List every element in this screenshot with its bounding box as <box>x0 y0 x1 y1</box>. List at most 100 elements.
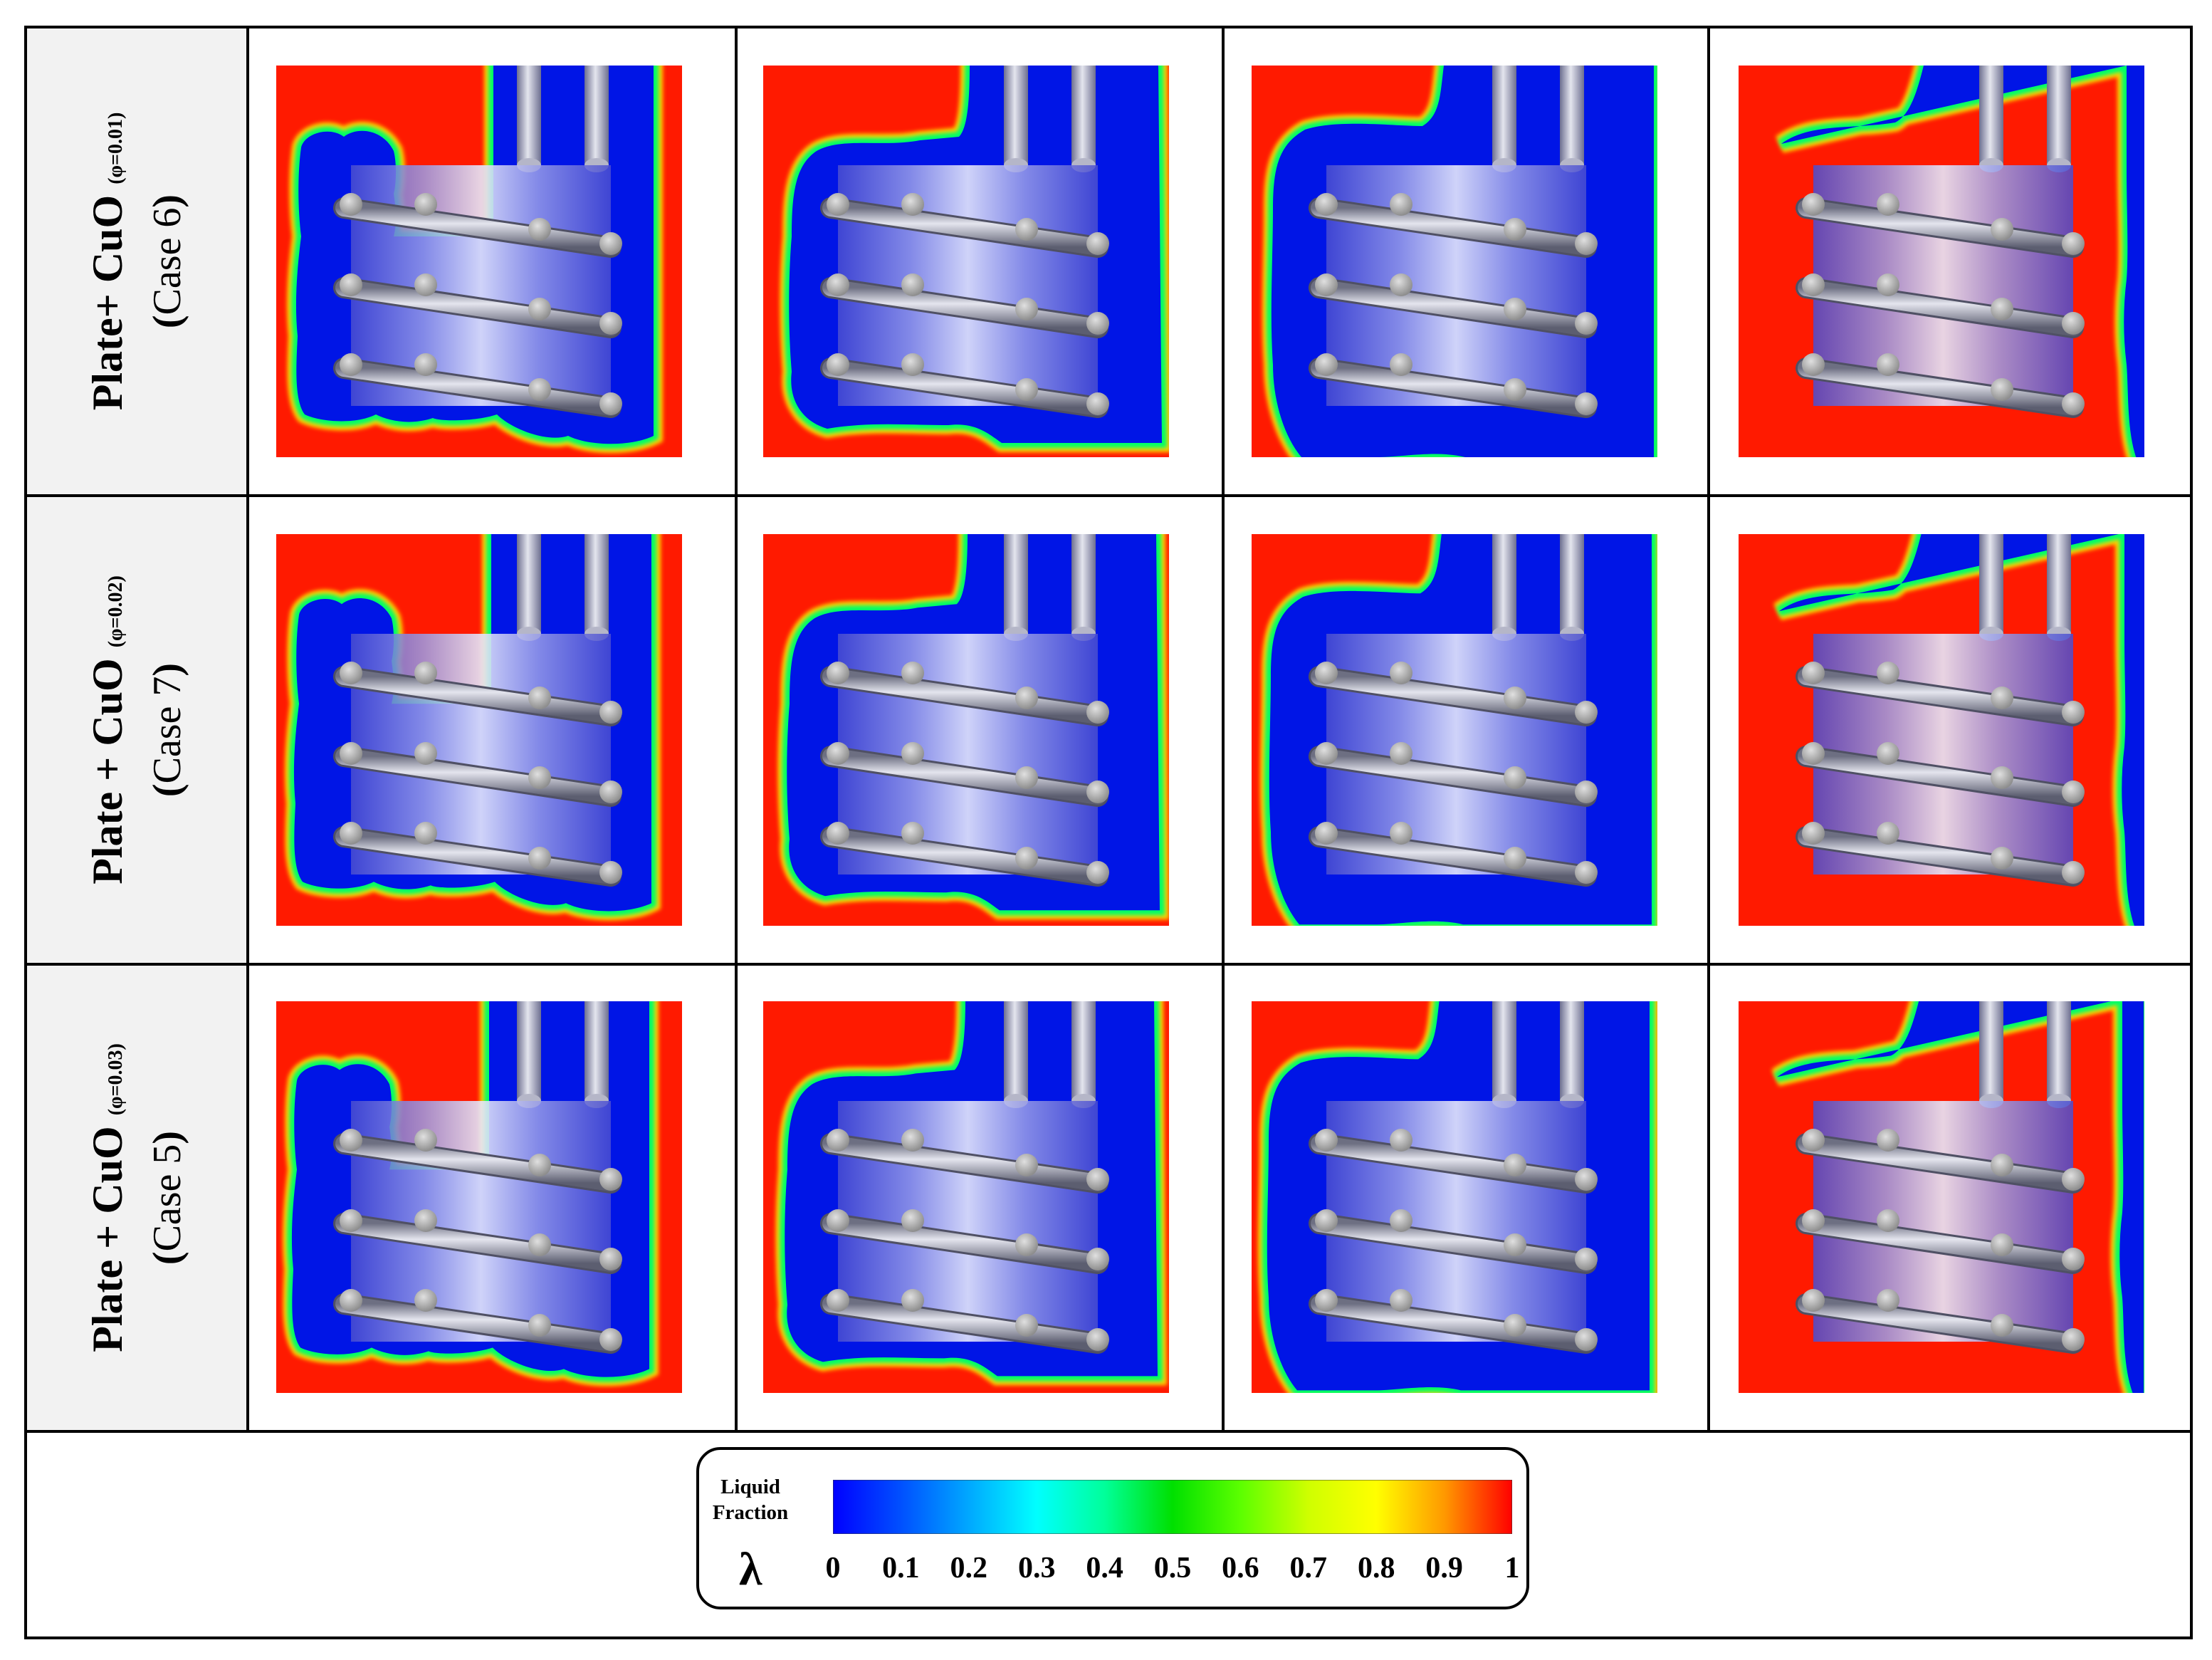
coil-tube <box>335 668 619 724</box>
rod-dot <box>1086 781 1109 803</box>
rod-dot <box>1575 232 1598 255</box>
rod-dot <box>1877 273 1899 296</box>
coil-tube <box>1311 199 1595 256</box>
rod-dot <box>340 662 362 684</box>
rod-dot <box>414 1289 437 1312</box>
rod-dot <box>1504 687 1526 709</box>
rod-dot <box>1390 662 1412 684</box>
row-label-main-2: Plate + CuO <box>84 658 131 884</box>
rod-dot <box>340 1209 362 1232</box>
rod-dot <box>1504 1154 1526 1176</box>
rod-dot <box>340 1129 362 1152</box>
row-label-cell-1: Plate+ CuO (φ=0.01) (Case 6) <box>27 28 246 494</box>
inlet-pipe <box>517 66 541 165</box>
outlet-pipe <box>1560 534 1584 634</box>
rod-dot <box>1802 273 1825 296</box>
rod-dot <box>414 193 437 216</box>
rod-dot <box>901 662 924 684</box>
rod-dot <box>340 822 362 845</box>
rod-dot <box>1504 847 1526 870</box>
rod-dot <box>1390 273 1412 296</box>
rod-dot <box>1504 1314 1526 1337</box>
rod-dot <box>599 1248 622 1270</box>
rod-dot <box>1086 232 1109 255</box>
colorbar-tick-4: 0.4 <box>1086 1552 1123 1585</box>
rod-dot <box>1802 353 1825 376</box>
colorbar-tick-2: 0.2 <box>950 1552 988 1585</box>
rod-dot <box>599 1168 622 1191</box>
rod-dot <box>827 193 849 216</box>
coil-tube <box>335 1135 619 1191</box>
inlet-pipe <box>517 1001 541 1101</box>
row-label-case-1: Case 6 <box>145 207 189 315</box>
contour-panel-r2-c1 <box>276 534 682 926</box>
rod-dot <box>1504 298 1526 320</box>
rod-dot <box>901 193 924 216</box>
rod-dot <box>1315 742 1338 765</box>
colorbar-tick-1: 0.1 <box>882 1552 920 1585</box>
row-label-case-2: Case 7 <box>145 676 189 784</box>
coil-tube <box>1311 668 1595 724</box>
row-case-open-3: ( <box>145 1251 189 1265</box>
rod-dot <box>1086 1168 1109 1191</box>
rod-dot <box>599 232 622 255</box>
inlet-pipe <box>517 534 541 634</box>
colorbar-tick-0: 0 <box>825 1552 841 1585</box>
rod-dot <box>1991 218 2013 241</box>
colorbar-tick-5: 0.5 <box>1153 1552 1192 1585</box>
coil-tube <box>1798 360 2082 416</box>
rod-dot <box>528 847 551 870</box>
rod-dot <box>1390 742 1412 765</box>
rod-dot <box>1877 1289 1899 1312</box>
rod-dot <box>1015 218 1038 241</box>
rod-dot <box>340 1289 362 1312</box>
inlet-pipe <box>1492 66 1516 165</box>
rod-dot <box>1315 353 1338 376</box>
rod-dot <box>1877 1209 1899 1232</box>
coil-tube <box>335 279 619 336</box>
rod-dot <box>827 273 849 296</box>
coil-tube <box>1798 668 2082 724</box>
rod-dot <box>599 392 622 415</box>
row-case-open-2: ( <box>145 783 189 798</box>
rod-dot <box>1991 766 2013 789</box>
contour-panel-r2-c4 <box>1739 534 2144 926</box>
rod-dot <box>1504 1233 1526 1256</box>
rod-dot <box>1315 662 1338 684</box>
coil-tube <box>1798 279 2082 336</box>
rod-dot <box>1575 1328 1598 1351</box>
rod-dot <box>1315 1209 1338 1232</box>
rod-dot <box>827 1289 849 1312</box>
rod-dot <box>1390 1209 1412 1232</box>
colorbar <box>833 1480 1512 1534</box>
coil-tube <box>822 1295 1106 1352</box>
rod-dot <box>1575 781 1598 803</box>
rod-dot <box>528 1233 551 1256</box>
legend-title: Liquid Fraction <box>708 1474 793 1525</box>
outlet-pipe <box>1560 1001 1584 1101</box>
rod-dot <box>1575 392 1598 415</box>
outlet-pipe <box>585 1001 609 1101</box>
rod-dot <box>528 1314 551 1337</box>
row-label-cell-2: Plate + CuO (φ=0.02) (Case 7) <box>27 497 246 963</box>
rod-dot <box>1575 1248 1598 1270</box>
coil-tube <box>335 199 619 256</box>
row-label-main-1: Plate+ CuO <box>84 194 131 411</box>
rod-dot <box>414 662 437 684</box>
rod-dot <box>901 1209 924 1232</box>
rod-dot <box>414 1129 437 1152</box>
rod-dot <box>2062 861 2085 884</box>
rod-dot <box>1991 1233 2013 1256</box>
rod-dot <box>2062 392 2085 415</box>
legend-lambda-symbol: λ <box>739 1543 762 1595</box>
colorbar-tick-10: 1 <box>1504 1552 1520 1585</box>
rod-dot <box>1802 662 1825 684</box>
rod-dot <box>901 822 924 845</box>
rod-dot <box>1315 1129 1338 1152</box>
colorbar-tick-9: 0.9 <box>1425 1552 1463 1585</box>
coil-tube <box>1311 1295 1595 1352</box>
rod-dot <box>901 273 924 296</box>
rod-dot <box>1015 1314 1038 1337</box>
rod-dot <box>1015 1154 1038 1176</box>
